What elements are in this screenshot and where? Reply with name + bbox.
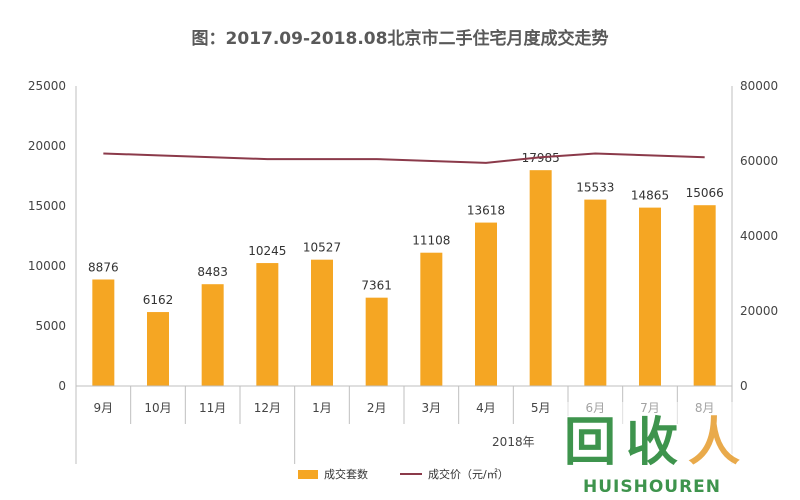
bar	[201, 284, 224, 386]
x-tick-label: 11月	[199, 401, 226, 415]
bar	[693, 205, 716, 386]
y-right-tick-label: 40000	[740, 229, 778, 243]
bar-value-label: 8483	[197, 265, 228, 279]
bar-value-label: 15066	[686, 186, 724, 200]
x-group-label: 2018年	[492, 435, 535, 449]
watermark-logo: 回收人 HUISHOUREN	[560, 402, 762, 497]
y-left-tick-label: 15000	[28, 199, 66, 213]
y-right-tick-label: 20000	[740, 304, 778, 318]
x-tick-label: 4月	[476, 401, 496, 415]
y-right-tick-label: 80000	[740, 79, 778, 93]
x-tick-label: 10月	[144, 401, 171, 415]
bar	[365, 297, 388, 386]
x-tick-label: 5月	[531, 401, 551, 415]
y-left-tick-label: 25000	[28, 79, 66, 93]
watermark-subtext: HUISHOUREN	[583, 477, 721, 497]
y-left-tick-label: 20000	[28, 139, 66, 153]
y-left-tick-label: 5000	[35, 319, 66, 333]
bar	[256, 263, 279, 386]
bar	[147, 312, 169, 386]
x-axis: 9月10月11月12月1月2月3月4月5月6月7月8月2018年	[75, 385, 733, 464]
bar	[311, 259, 333, 386]
bar-value-label: 13618	[467, 204, 505, 218]
bar-value-label: 6162	[143, 293, 174, 307]
bar	[475, 222, 497, 386]
bar-value-label: 7361	[361, 279, 392, 293]
bar	[639, 207, 661, 386]
y-right-tick-label: 0	[740, 379, 748, 393]
y-right-tick-label: 60000	[740, 154, 778, 168]
x-tick-label: 2月	[367, 401, 387, 415]
x-tick-label: 12月	[254, 401, 281, 415]
chart-title: 图：2017.09-2018.08北京市二手住宅月度成交走势	[192, 28, 609, 49]
bar	[584, 199, 607, 386]
x-tick-label: 3月	[422, 401, 442, 415]
bar-value-label: 10527	[303, 241, 341, 255]
bar-value-label: 11108	[412, 234, 450, 248]
watermark-char: 人	[688, 413, 740, 473]
legend: 成交套数 成交价（元/㎡）	[298, 467, 509, 481]
bar	[420, 252, 443, 386]
legend-label-bar: 成交套数	[324, 467, 368, 481]
bar-value-label: 10245	[248, 244, 286, 258]
bar-value-label: 8876	[88, 260, 119, 274]
bar	[92, 279, 115, 386]
bar-value-label: 14865	[631, 189, 669, 203]
watermark-char: 收	[626, 413, 678, 473]
watermark-char: 回	[564, 413, 616, 473]
bar-series	[92, 170, 716, 386]
legend-label-line: 成交价（元/㎡）	[428, 467, 509, 481]
price-line	[103, 152, 705, 164]
legend-swatch-bar	[298, 470, 318, 479]
price-line-series	[103, 152, 705, 164]
x-tick-label: 1月	[312, 401, 332, 415]
y-left-tick-label: 10000	[28, 259, 66, 273]
bar-value-label: 15533	[576, 181, 614, 195]
bar	[529, 170, 552, 386]
axes: 0 5000 10000 15000 20000 25000 0 20000 40000 6000…	[28, 79, 778, 393]
y-left-tick-label: 0	[58, 379, 66, 393]
x-tick-label: 9月	[94, 401, 114, 415]
watermark-backdrop	[560, 402, 762, 494]
